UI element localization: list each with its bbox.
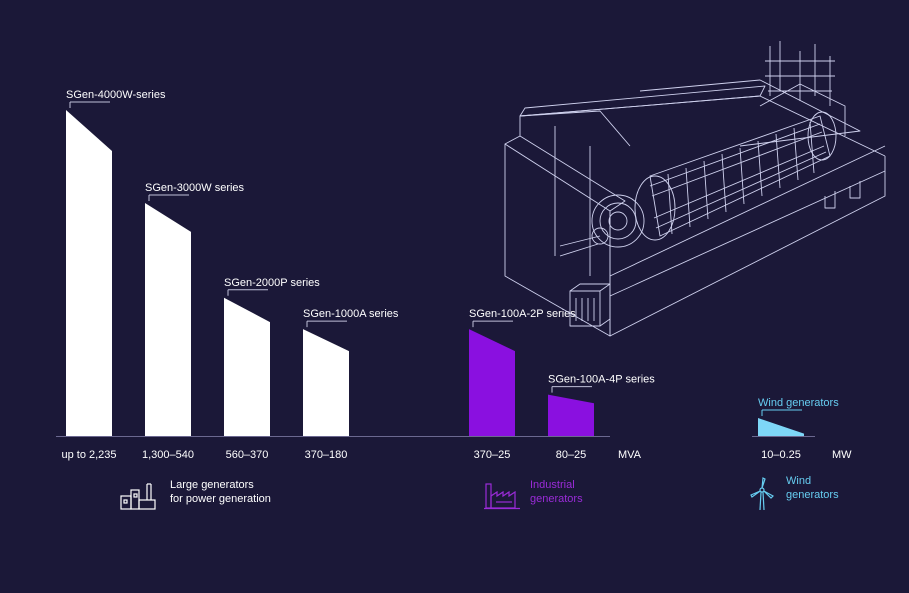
- bar: [145, 203, 191, 436]
- tick-label: up to 2,235: [61, 449, 116, 461]
- bar-name-label: SGen-100A-4P series: [548, 374, 655, 386]
- bar: [66, 110, 112, 436]
- legend-wind-generators: Wind generators: [748, 474, 839, 512]
- bar-name-label: SGen-2000P series: [224, 277, 320, 289]
- tick-label: 80–25: [556, 449, 587, 461]
- unit-label: MVA: [618, 449, 642, 461]
- bar-name-label: SGen-3000W series: [145, 182, 245, 194]
- factory-icon: [484, 483, 520, 510]
- legend-industrial-generators: Industrial generators: [484, 478, 583, 510]
- legend-industrial-text: Industrial generators: [530, 479, 583, 505]
- tick-label: 370–25: [474, 449, 511, 461]
- tick-label: 370–180: [305, 449, 348, 461]
- bar: [548, 394, 594, 436]
- wind-turbine-icon: [750, 477, 774, 511]
- bar: [303, 329, 349, 436]
- bar: [224, 297, 270, 436]
- tick-label: 1,300–540: [142, 449, 194, 461]
- bar: [469, 329, 515, 436]
- bar: [758, 418, 804, 436]
- generator-illustration: [504, 41, 886, 337]
- power-plant-icon: [120, 483, 156, 510]
- bar-name-label: SGen-100A-2P series: [469, 308, 576, 320]
- legend-large-text: Large generators for power generation: [170, 479, 271, 505]
- bar-name-label: SGen-4000W-series: [66, 89, 166, 101]
- tick-label: 560–370: [226, 449, 269, 461]
- bar-name-label: SGen-1000A series: [303, 308, 399, 320]
- legend-wind-text: Wind generators: [786, 475, 839, 501]
- unit-label: MW: [832, 449, 852, 461]
- tick-label: 10–0.25: [761, 449, 801, 461]
- bar-name-label: Wind generators: [758, 397, 839, 409]
- legend-large-generators: Large generators for power generation: [120, 478, 271, 510]
